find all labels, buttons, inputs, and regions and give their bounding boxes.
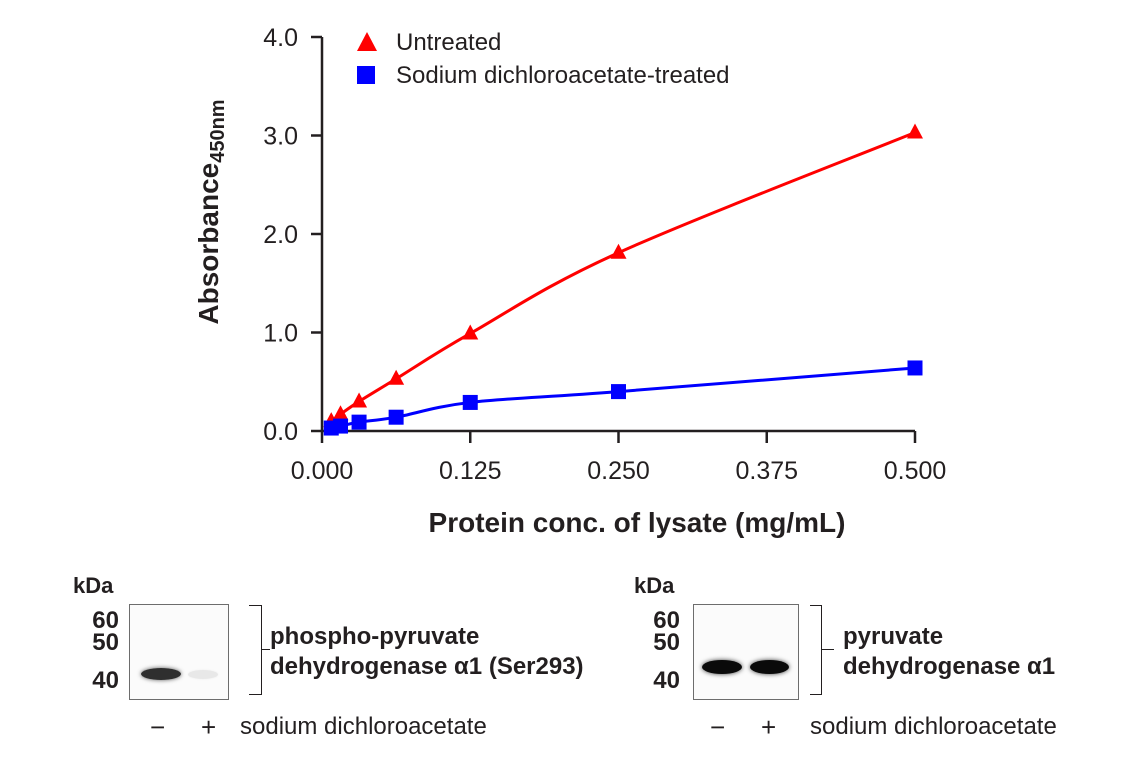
y-axis-title-subscript: 450nm xyxy=(207,99,229,162)
data-point-triangle xyxy=(388,369,405,385)
data-point-square xyxy=(462,394,478,410)
x-tick-label: 0.250 xyxy=(587,457,650,485)
y-tick-label: 2.0 xyxy=(263,221,298,249)
y-axis-title: Absorbance450nm xyxy=(193,99,229,324)
legend: Untreated Sodium dichloroacetate-treated xyxy=(357,29,730,89)
kda-label: kDa xyxy=(73,573,114,598)
target-bracket xyxy=(249,605,262,695)
y-tick-label: 3.0 xyxy=(263,123,298,151)
data-point-triangle xyxy=(332,405,349,421)
x-tick-label: 0.000 xyxy=(291,457,354,485)
absorbance-chart: 0.0 1.0 2.0 3.0 4.0 0.000 0.125 0.250 0.375 0.50… xyxy=(193,24,947,538)
kda-label: kDa xyxy=(634,573,675,598)
band-lane-2 xyxy=(188,670,218,679)
mw-marker-40: 40 xyxy=(653,667,680,694)
target-label: pyruvate dehydrogenase α1 xyxy=(843,622,1055,682)
band-lane-1 xyxy=(702,660,742,674)
mw-marker-40: 40 xyxy=(92,667,119,694)
treatment-label: sodium dichloroacetate xyxy=(240,713,487,740)
target-bracket-stub xyxy=(262,649,270,650)
series-layer xyxy=(323,123,923,436)
western-blot-total: kDa 60 50 40 pyruvate dehydrogenase α1 −… xyxy=(560,560,1130,760)
lane-2-plus: + xyxy=(201,712,217,742)
series-line xyxy=(330,131,916,423)
series-treated xyxy=(323,360,923,436)
blot-membrane xyxy=(129,604,229,700)
band-lane-1 xyxy=(141,668,181,680)
lane-1-minus: − xyxy=(150,712,166,742)
legend-square-marker xyxy=(357,66,375,84)
data-point-square xyxy=(351,414,367,430)
target-bracket xyxy=(810,605,822,695)
mw-marker-50: 50 xyxy=(92,629,119,656)
legend-triangle-marker xyxy=(357,32,377,51)
target-label-line-1: phospho-pyruvate xyxy=(270,623,480,650)
mw-marker-60: 60 xyxy=(92,607,119,634)
lane-2-plus: + xyxy=(761,712,777,742)
x-ticks: 0.000 0.125 0.250 0.375 0.500 xyxy=(291,431,947,485)
legend-label-untreated: Untreated xyxy=(396,29,501,56)
data-point-square xyxy=(333,418,349,434)
mw-marker-60: 60 xyxy=(653,607,680,634)
target-label-line-2: dehydrogenase α1 xyxy=(843,653,1056,680)
data-point-triangle xyxy=(610,243,627,259)
treatment-label: sodium dichloroacetate xyxy=(810,713,1057,740)
data-point-square xyxy=(907,360,923,376)
y-tick-label: 0.0 xyxy=(263,418,298,446)
y-tick-label: 4.0 xyxy=(263,24,298,52)
legend-label-treated: Sodium dichloroacetate-treated xyxy=(396,62,730,89)
band-lane-2 xyxy=(750,660,789,674)
blot-membrane xyxy=(693,604,799,700)
western-blot-phospho: kDa 60 50 40 phospho-pyruvate dehydrogen… xyxy=(0,560,584,760)
data-point-triangle xyxy=(351,392,368,408)
data-point-triangle xyxy=(907,123,923,139)
y-ticks: 0.0 1.0 2.0 3.0 4.0 xyxy=(263,24,322,446)
data-point-triangle xyxy=(462,324,479,340)
x-tick-label: 0.125 xyxy=(439,457,502,485)
series-untreated xyxy=(323,123,923,428)
target-bracket-stub xyxy=(822,649,834,650)
legend-item-treated: Sodium dichloroacetate-treated xyxy=(357,62,730,89)
target-label: phospho-pyruvate dehydrogenase α1 (Ser29… xyxy=(270,622,584,682)
mw-marker-50: 50 xyxy=(653,629,680,656)
target-label-line-1: pyruvate xyxy=(843,623,944,650)
target-label-line-2: dehydrogenase α1 (Ser293) xyxy=(270,653,584,680)
y-tick-label: 1.0 xyxy=(263,320,298,348)
y-axis-title-main: Absorbance xyxy=(193,163,224,325)
lane-1-minus: − xyxy=(710,712,726,742)
data-point-square xyxy=(611,384,626,400)
legend-item-untreated: Untreated xyxy=(357,29,501,56)
data-point-square xyxy=(388,409,404,425)
x-tick-label: 0.375 xyxy=(735,457,798,485)
x-axis-title: Protein conc. of lysate (mg/mL) xyxy=(429,507,846,538)
x-tick-label: 0.500 xyxy=(884,457,947,485)
